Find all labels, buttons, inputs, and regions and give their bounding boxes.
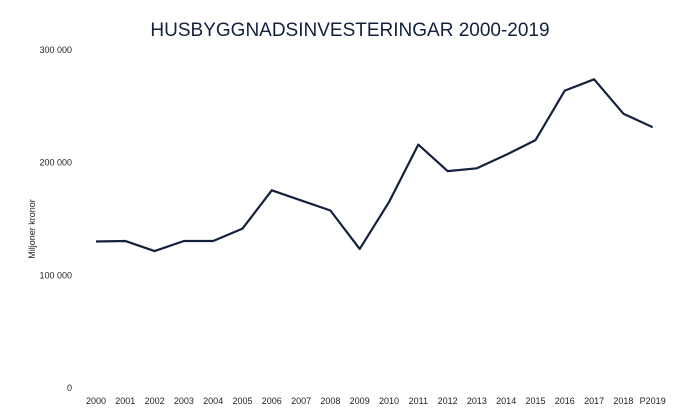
chart-title: HUSBYGGNADSINVESTERINGAR 2000-2019 — [150, 20, 549, 41]
x-tick-label: 2002 — [145, 396, 165, 406]
x-tick-label: 2005 — [232, 396, 252, 406]
x-tick-label: 2015 — [525, 396, 545, 406]
y-tick-label: 0 — [67, 383, 72, 393]
x-tick-label: 2006 — [262, 396, 282, 406]
x-tick-label: 2009 — [350, 396, 370, 406]
x-tick-label: P2019 — [640, 396, 666, 406]
x-tick-label: 2012 — [438, 396, 458, 406]
x-tick-label: 2001 — [115, 396, 135, 406]
y-tick-label: 300 000 — [39, 45, 72, 55]
x-tick-label: 2007 — [291, 396, 311, 406]
x-axis-ticks: 2000 2001 2002 2003 2004 2005 2006 2007 2008 2009… — [86, 396, 666, 406]
x-tick-label: 2016 — [555, 396, 575, 406]
x-tick-label: 2000 — [86, 396, 106, 406]
x-tick-label: 2014 — [496, 396, 516, 406]
series-group — [95, 78, 654, 253]
x-tick-label: 2018 — [613, 396, 633, 406]
x-tick-label: 2011 — [409, 396, 428, 406]
y-tick-label: 200 000 — [39, 158, 72, 168]
y-axis-ticks: 0 100 000 200 000 300 000 — [39, 45, 72, 393]
x-tick-label: 2017 — [584, 396, 604, 406]
series-line — [95, 78, 654, 253]
y-axis-label: Miljoner kronor — [27, 199, 37, 259]
x-tick-label: 2004 — [203, 396, 223, 406]
y-tick-label: 100 000 — [39, 270, 72, 280]
x-tick-label: 2003 — [174, 396, 194, 406]
x-tick-label: 2010 — [379, 396, 399, 406]
x-tick-label: 2008 — [320, 396, 340, 406]
x-tick-label: 2013 — [467, 396, 487, 406]
